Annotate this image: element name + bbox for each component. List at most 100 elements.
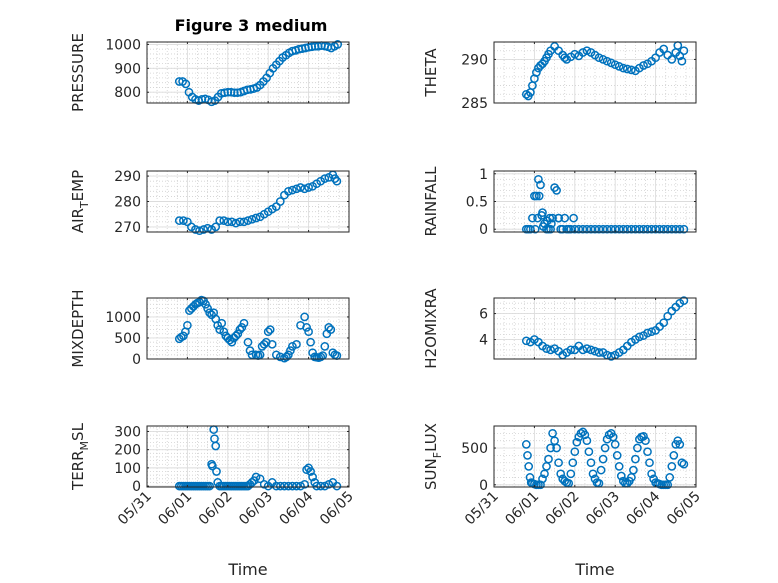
data-point [671, 224, 681, 234]
y-axis-label: H2OMIXRA [422, 288, 440, 369]
y-axis-label-subscript: M [78, 441, 91, 451]
data-point [259, 339, 269, 349]
y-axis-label-part: AIR [69, 208, 87, 233]
data-point [588, 469, 598, 479]
subplot-mixdepth: 0 500 1000 MIXDEPTH [69, 289, 350, 368]
data-point [572, 437, 582, 447]
data-point [600, 443, 610, 453]
data-point [528, 213, 537, 223]
x-tick-label: 06/04 [624, 488, 664, 528]
y-axis-label-part: TERR [69, 450, 87, 491]
data-point [578, 224, 588, 234]
data-point [326, 325, 336, 334]
subplot-theta: 285 290 THETA [422, 41, 697, 112]
data-point [616, 471, 626, 481]
x-axis-label: Time [227, 560, 267, 579]
data-point [524, 462, 534, 471]
data-point [556, 469, 566, 479]
y-axis-label: RAINFALL [422, 166, 440, 237]
y-axis-label-part: SL [69, 422, 87, 441]
data-point [639, 431, 648, 441]
data-point [247, 214, 257, 224]
y-tick-label: 1000 [105, 310, 141, 326]
data-point [235, 325, 245, 334]
data-point [590, 224, 600, 234]
data-point [570, 224, 580, 234]
axes-frame [146, 41, 350, 104]
data-point [594, 53, 604, 63]
data-point [598, 55, 608, 64]
data-point [275, 481, 285, 491]
data-point [560, 53, 570, 63]
data-markers [174, 295, 342, 363]
data-point [610, 440, 620, 449]
data-point [647, 327, 656, 337]
data-point [227, 337, 237, 347]
data-point [245, 346, 255, 355]
data-point [602, 224, 612, 234]
x-tick-label: 06/02 [196, 489, 236, 529]
y-tick-label: 0 [132, 479, 141, 495]
y-tick-label: 1000 [105, 37, 141, 53]
axes-frame [493, 297, 697, 360]
data-point [223, 217, 233, 227]
data-point [598, 224, 608, 234]
data-point [610, 60, 620, 70]
data-point [570, 49, 580, 59]
data-point [292, 184, 301, 194]
data-point [570, 447, 580, 457]
data-point [635, 224, 644, 234]
data-point [179, 331, 188, 341]
y-tick-label: 800 [114, 85, 141, 101]
data-point [622, 64, 632, 74]
y-tick-label: 6 [479, 307, 488, 323]
data-point [324, 323, 334, 332]
data-point [598, 454, 608, 464]
data-point [251, 213, 261, 223]
data-point [320, 342, 330, 351]
data-point [205, 481, 214, 491]
data-point [677, 56, 687, 66]
data-point [594, 348, 604, 357]
data-point [647, 469, 656, 479]
data-point [181, 79, 191, 89]
data-point [201, 299, 210, 309]
data-point [532, 68, 541, 77]
data-point [586, 345, 596, 355]
grid [147, 42, 349, 103]
data-point [312, 481, 322, 491]
data-point [614, 224, 624, 234]
data-point [300, 184, 309, 194]
data-point [679, 224, 689, 234]
data-point [292, 481, 301, 491]
data-point [651, 224, 660, 234]
figure-title: Figure 3 medium [175, 16, 328, 35]
data-point [231, 218, 241, 228]
data-point [217, 318, 227, 328]
data-point [675, 51, 685, 61]
data-point [302, 465, 311, 475]
data-point [655, 224, 664, 234]
data-point [635, 332, 644, 342]
data-point [534, 191, 544, 201]
data-point [179, 216, 188, 225]
data-point [596, 465, 606, 475]
data-point [586, 224, 596, 234]
data-point [174, 216, 184, 225]
data-point [667, 462, 677, 471]
data-point [191, 225, 200, 234]
data-point [538, 222, 548, 231]
data-point [566, 469, 576, 479]
data-point [288, 342, 297, 351]
data-point [203, 304, 212, 313]
data-point [659, 44, 669, 54]
data-point [606, 224, 616, 234]
data-point [641, 436, 650, 446]
data-point [275, 352, 285, 362]
data-point [243, 216, 253, 225]
x-tick-label: 06/05 [664, 489, 704, 529]
data-point [332, 176, 342, 186]
data-point [284, 186, 293, 196]
data-point [239, 318, 249, 328]
